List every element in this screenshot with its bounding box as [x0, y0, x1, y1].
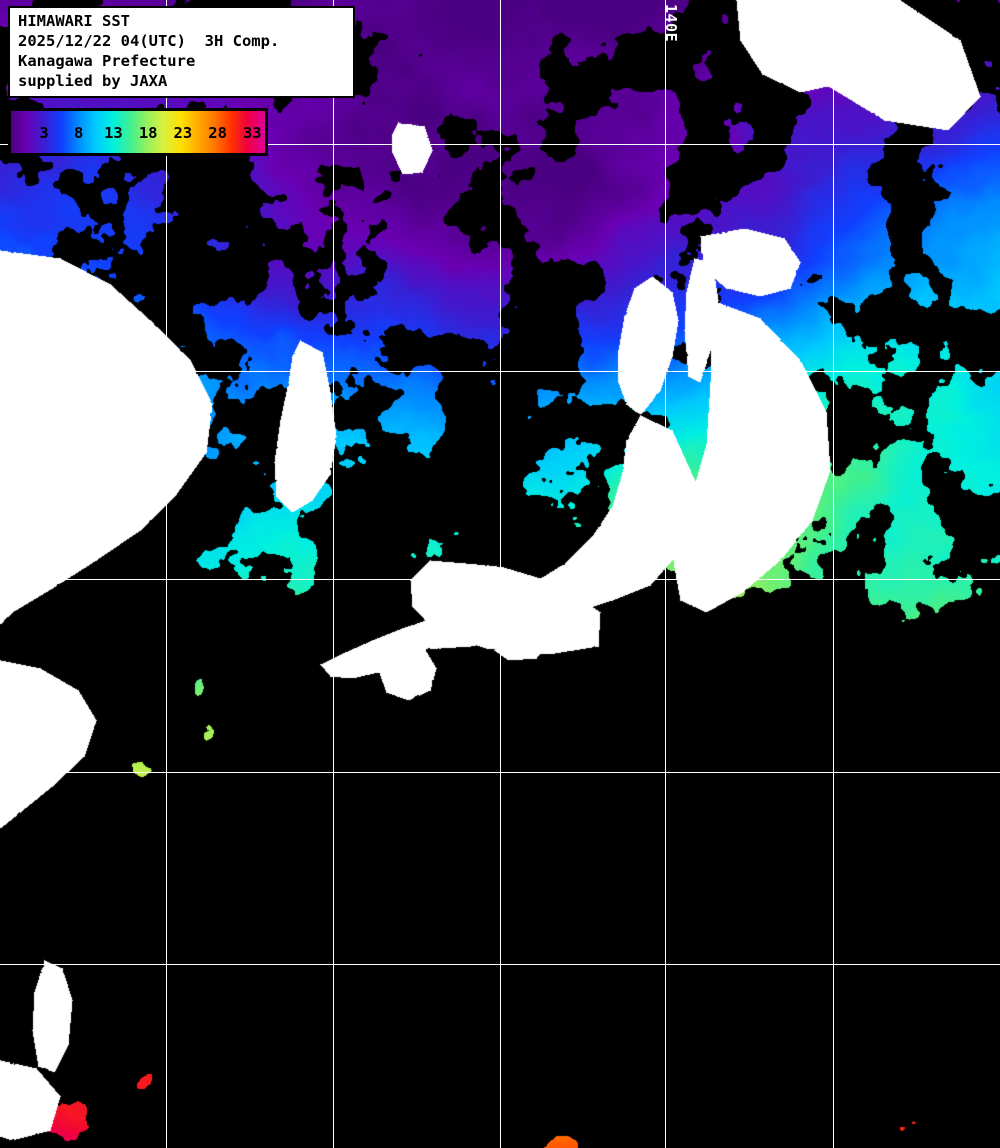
colorbar-tick-labels: 3 8 13 18 23 28 33 [11, 111, 265, 153]
colorbar-tick-18: 18 [138, 124, 158, 142]
graticule-meridian-3 [665, 0, 666, 1148]
graticule-meridian-4 [833, 0, 834, 1148]
graticule-meridian-0 [166, 0, 167, 1148]
colorbar-tick-28: 28 [208, 124, 227, 142]
colorbar-tick-8: 8 [74, 124, 84, 142]
colorbar: 3 8 13 18 23 28 33 [8, 108, 268, 156]
latitude-label-40n: 40N [0, 353, 23, 371]
colorbar-tick-23: 23 [173, 124, 193, 142]
colorbar-tick-33: 33 [242, 124, 262, 142]
product-region: Kanagawa Prefecture [18, 52, 196, 70]
graticule-meridian-2 [500, 0, 501, 1148]
colorbar-tick-3: 3 [39, 124, 49, 142]
product-datetime: 2025/12/22 04(UTC) 3H Comp. [18, 32, 280, 50]
product-title: HIMAWARI SST [18, 12, 130, 30]
colorbar-tick-13: 13 [104, 124, 123, 142]
longitude-label-140e: 140E [662, 4, 680, 43]
graticule-meridian-1 [333, 0, 334, 1148]
product-credit: supplied by JAXA [18, 72, 168, 90]
title-box: HIMAWARI SST 2025/12/22 04(UTC) 3H Comp.… [8, 6, 355, 98]
colorbar-gradient [11, 111, 265, 153]
